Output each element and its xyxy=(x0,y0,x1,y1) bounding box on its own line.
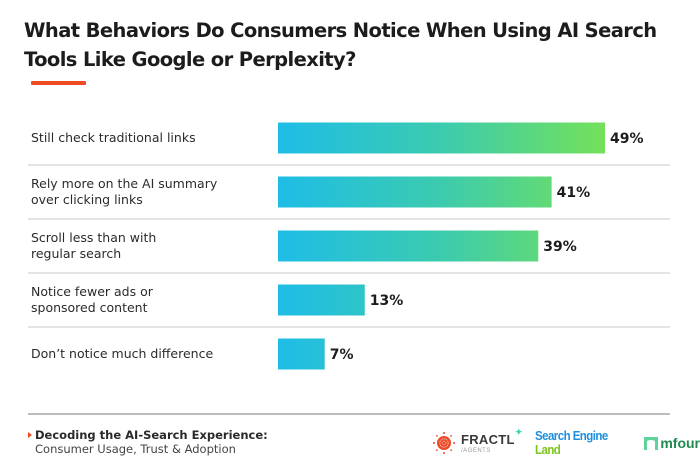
category-label-line: Scroll less than with xyxy=(31,230,156,245)
bar xyxy=(278,284,365,316)
sparkle-icon: ✦ xyxy=(514,426,523,437)
category-label-line: Still check traditional links xyxy=(31,130,196,145)
chart-title: What Behaviors Do Consumers Notice When … xyxy=(24,19,657,71)
source-subtitle: Consumer Usage, Trust & Adoption xyxy=(35,442,236,456)
sel-text-green: Land xyxy=(534,443,561,457)
bar xyxy=(278,230,539,262)
bar xyxy=(278,338,325,370)
mfour-name: mfour xyxy=(660,435,700,451)
fractl-logo: FRACTL ✦ /AGENTS xyxy=(432,427,523,455)
mfour-logo: mfour xyxy=(644,435,700,451)
category-label-line: Don’t notice much difference xyxy=(31,346,213,361)
category-label: Rely more on the AI summary over clicking… xyxy=(31,176,218,207)
fractl-sun-icon xyxy=(433,432,455,454)
category-label-line: Rely more on the AI summary xyxy=(31,176,218,191)
category-label-line: regular search xyxy=(31,246,121,261)
value-label: 39% xyxy=(543,239,577,255)
sel-text-blue: Search Engine xyxy=(534,429,608,443)
title-accent-bar xyxy=(31,81,86,85)
value-label: 49% xyxy=(610,131,644,147)
value-label: 7% xyxy=(330,347,354,363)
bar xyxy=(278,122,605,154)
category-label: Notice fewer ads or sponsored content xyxy=(31,284,154,315)
category-label-line: over clicking links xyxy=(31,192,143,207)
footer-divider xyxy=(28,413,670,415)
fractl-name: FRACTL xyxy=(461,431,515,447)
bullet-icon xyxy=(28,432,32,438)
partner-logos: FRACTL ✦ /AGENTS Search Engine Land mfour xyxy=(432,427,700,458)
bar-chart: Still check traditional links Rely more o… xyxy=(28,122,670,370)
fractl-subtitle: /AGENTS xyxy=(461,447,491,454)
category-label-line: sponsored content xyxy=(31,300,148,315)
source-title: Decoding the AI-Search Experience: xyxy=(35,428,268,442)
bar xyxy=(278,176,552,208)
category-label: Scroll less than with regular search xyxy=(31,230,156,261)
value-label: 13% xyxy=(370,293,404,309)
category-label-line: Notice fewer ads or xyxy=(31,284,154,299)
value-label: 41% xyxy=(557,185,591,201)
mfour-mark-icon xyxy=(644,436,659,450)
source-citation: Decoding the AI-Search Experience: Consu… xyxy=(28,428,268,456)
search-engine-land-logo: Search Engine Land xyxy=(535,429,621,457)
category-label: Don’t notice much difference xyxy=(31,346,213,361)
category-label: Still check traditional links xyxy=(31,130,196,145)
